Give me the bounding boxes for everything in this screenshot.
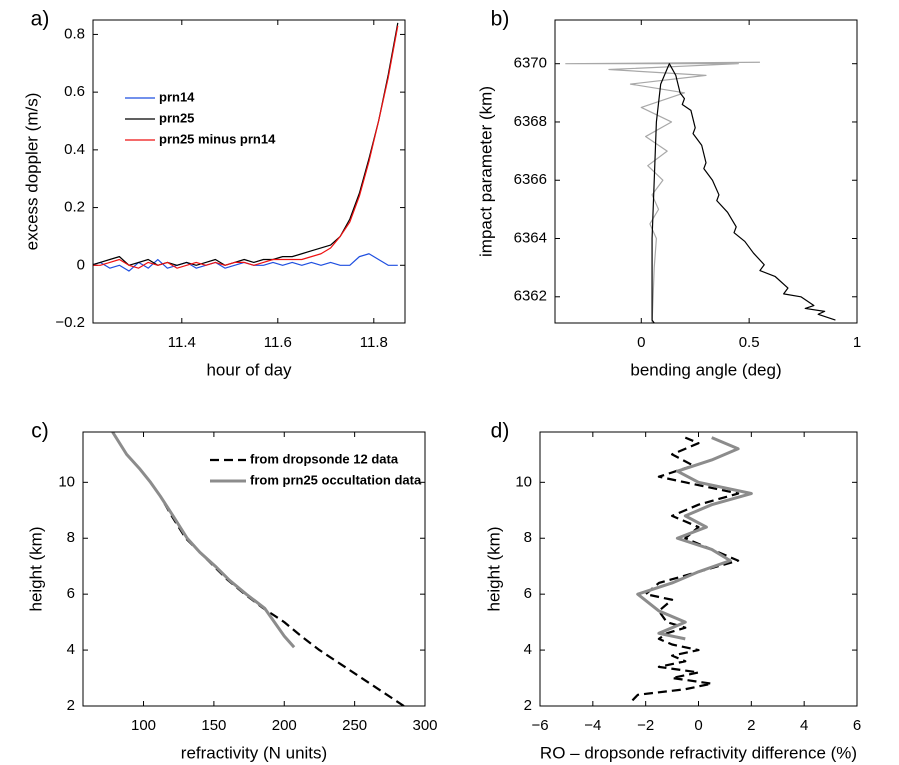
y-tick-label: 8 <box>67 529 75 546</box>
legend-label: prn25 <box>159 110 194 125</box>
x-tick-label: 100 <box>131 717 156 734</box>
legend-label: prn25 minus prn14 <box>159 131 276 146</box>
data-line <box>93 22 399 266</box>
y-tick-label: 6370 <box>514 55 547 72</box>
plot-area <box>565 61 836 323</box>
y-tick-label: 10 <box>58 473 75 490</box>
x-tick-label: −2 <box>637 717 654 734</box>
y-tick-label: 6 <box>67 585 75 602</box>
data-line <box>93 25 399 269</box>
y-tick-label: 4 <box>67 641 75 658</box>
data-line <box>651 63 836 323</box>
y-tick-label: 0.6 <box>64 83 85 100</box>
y-axis-label: height (km) <box>26 526 45 611</box>
plot-area <box>93 22 399 272</box>
x-tick-label: −4 <box>584 717 601 734</box>
data-line <box>565 61 760 323</box>
legend-label: from prn25 occultation data <box>250 472 422 487</box>
x-tick-label: 11.4 <box>168 334 196 351</box>
y-tick-label: 10 <box>515 473 532 490</box>
axes-box <box>92 19 406 324</box>
x-tick-label: −6 <box>531 717 548 734</box>
y-tick-label: 6362 <box>514 288 547 305</box>
x-tick-label: 150 <box>201 717 226 734</box>
x-axis-label: refractivity (N units) <box>181 743 327 762</box>
x-tick-label: 4 <box>800 717 808 734</box>
x-tick-label: 11.8 <box>360 334 388 351</box>
panel-label: c) <box>31 420 49 443</box>
y-tick-label: 2 <box>67 697 75 714</box>
x-tick-label: 250 <box>342 717 367 734</box>
x-tick-label: 300 <box>412 717 437 734</box>
axes-box <box>539 431 858 707</box>
y-tick-label: 0.2 <box>64 199 85 216</box>
x-tick-label: 11.6 <box>264 334 292 351</box>
x-tick-label: 0.5 <box>739 334 760 351</box>
y-tick-label: 0.4 <box>64 141 85 158</box>
y-tick-label: 8 <box>524 529 532 546</box>
panel-label: b) <box>491 8 510 31</box>
x-tick-label: 0 <box>637 334 645 351</box>
x-tick-label: 2 <box>747 717 755 734</box>
axes-box <box>82 431 426 707</box>
axes-box <box>554 19 858 324</box>
y-axis-label: impact parameter (km) <box>476 86 495 257</box>
y-tick-label: 2 <box>524 697 532 714</box>
y-tick-label: 6 <box>524 585 532 602</box>
y-tick-label: 6368 <box>514 113 547 130</box>
x-tick-label: 200 <box>272 717 297 734</box>
legend-label: prn14 <box>159 89 195 104</box>
x-tick-label: 0 <box>694 717 702 734</box>
data-line <box>111 432 296 649</box>
y-tick-label: 0.8 <box>64 25 85 42</box>
x-axis-label: hour of day <box>206 360 292 379</box>
y-tick-label: 4 <box>524 641 532 658</box>
y-tick-label: 6366 <box>514 171 547 188</box>
panel-label: a) <box>31 8 50 31</box>
x-axis-label: bending angle (deg) <box>630 360 781 379</box>
y-axis-label: excess doppler (m/s) <box>22 93 41 251</box>
x-tick-label: 1 <box>853 334 861 351</box>
data-line <box>631 436 740 702</box>
plot-area <box>111 432 405 706</box>
x-axis-label: RO – dropsonde refractivity difference (… <box>540 743 857 762</box>
y-tick-label: 0 <box>77 256 85 273</box>
y-axis-label: height (km) <box>484 526 503 611</box>
legend-label: from dropsonde 12 data <box>250 451 399 466</box>
y-tick-label: 6364 <box>514 229 547 246</box>
y-tick-label: −0.2 <box>55 314 85 331</box>
x-tick-label: 6 <box>853 717 861 734</box>
plot-area <box>631 436 753 702</box>
panel-label: d) <box>491 420 510 443</box>
data-line <box>636 436 753 641</box>
